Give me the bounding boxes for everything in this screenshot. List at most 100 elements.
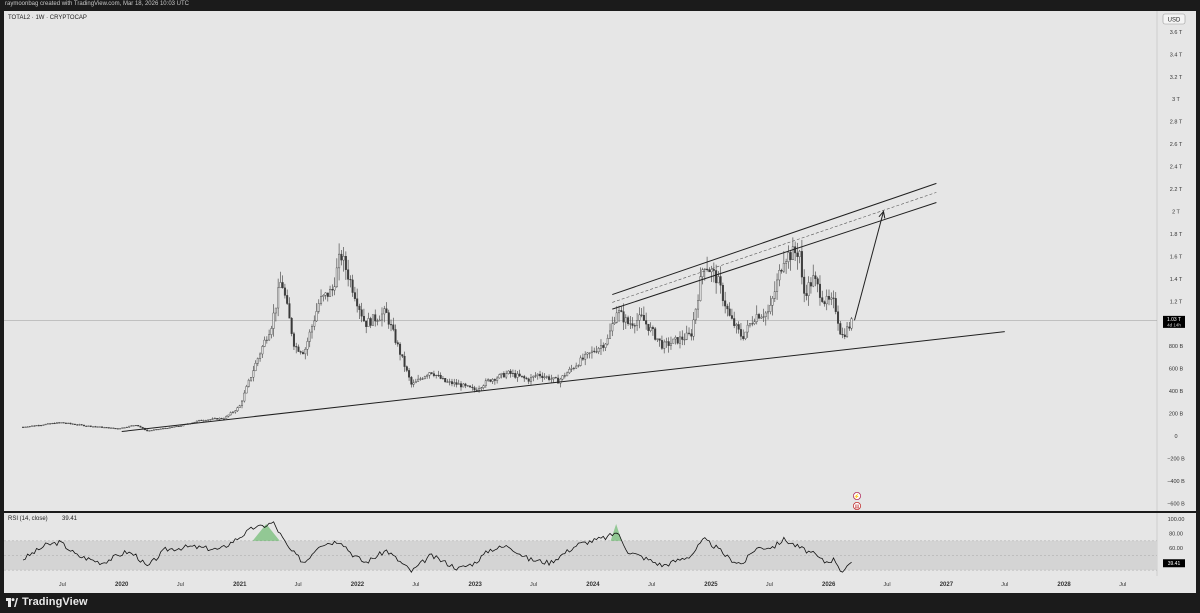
candle-body <box>394 329 397 343</box>
candle-body <box>453 382 456 385</box>
candle-body <box>256 358 259 364</box>
candle-body <box>818 283 821 298</box>
time-axis-background[interactable] <box>4 576 1196 593</box>
candle-body <box>742 336 745 339</box>
candle-body <box>150 430 153 432</box>
candle-body <box>134 425 137 427</box>
candle-body <box>254 363 257 371</box>
event-icon[interactable] <box>853 491 862 500</box>
candle-body <box>636 320 639 326</box>
currency-button[interactable]: USD <box>1162 13 1186 25</box>
candle-body <box>245 386 248 394</box>
price-axis-label: 400 B <box>1169 389 1184 395</box>
candle-body <box>647 323 650 331</box>
candle-body <box>85 425 88 427</box>
candle-body <box>559 378 562 384</box>
candle-body <box>764 312 767 317</box>
event-markers[interactable]: ⚡ ▤ <box>853 491 862 510</box>
candle-body <box>769 305 772 312</box>
candle-body <box>667 341 670 346</box>
candle-body <box>238 405 241 408</box>
candle-body <box>760 316 763 319</box>
candle-body <box>42 424 45 426</box>
candle-body <box>478 388 481 391</box>
candle-body <box>588 352 591 354</box>
candle-body <box>229 412 232 416</box>
candle-body <box>40 425 43 427</box>
candle-body <box>566 372 569 377</box>
candle-body <box>746 324 749 333</box>
candle-body <box>162 428 165 430</box>
candle-body <box>333 286 336 291</box>
candle-body <box>848 326 851 329</box>
candle-body <box>69 422 72 425</box>
time-axis-month-label: Jul <box>1001 582 1008 588</box>
candle-body <box>24 426 27 428</box>
candle-body <box>816 278 819 285</box>
candle-body <box>493 379 496 381</box>
candle-body <box>579 357 582 366</box>
price-axis-label: 2 T <box>1172 209 1180 215</box>
candle-body <box>563 375 566 377</box>
candle-body <box>225 416 228 419</box>
candle-body <box>274 307 277 314</box>
channel-boundary-line[interactable] <box>612 182 937 296</box>
drawings[interactable] <box>121 182 1005 433</box>
candle-body <box>26 426 29 428</box>
time-axis[interactable]: Jul 2020 Jul 2021 Jul 2022 Jul 2023 Jul 2024 Jul 20… <box>59 582 1126 588</box>
dividend-icon[interactable] <box>853 501 862 510</box>
price-axis-label: 2.2 T <box>1170 187 1183 193</box>
candle-body <box>414 381 417 384</box>
rsi-axis-label: 60.00 <box>1169 546 1183 552</box>
candle-body <box>286 295 289 304</box>
candle-body <box>850 318 853 329</box>
rsi-axis[interactable]: 100.00 80.00 60.00 39.41 <box>1163 517 1185 568</box>
candle-body <box>523 376 526 379</box>
candle-body <box>609 330 612 339</box>
candle-body <box>236 407 239 412</box>
candle-body <box>202 420 205 422</box>
dividend-icon-glyph: ▤ <box>855 504 860 510</box>
price-axis-label: 1.2 T <box>1170 299 1183 305</box>
channel-median-line[interactable] <box>612 192 937 303</box>
current-price-tag[interactable]: 1.03 T4d 14h <box>1163 315 1185 328</box>
candle-body <box>67 422 70 424</box>
candle-body <box>520 375 523 377</box>
candle-body <box>627 317 630 324</box>
candle-body <box>441 378 444 380</box>
time-axis-year-label: 2027 <box>940 582 954 588</box>
candle-body <box>778 270 781 281</box>
candle-body <box>509 370 512 374</box>
candle-body <box>392 324 395 330</box>
candle-body <box>676 337 679 344</box>
candle-body <box>595 351 598 353</box>
candle-body <box>265 339 268 341</box>
channel-boundary-line[interactable] <box>612 202 937 310</box>
projection-arrow-head[interactable] <box>878 210 886 219</box>
candle-body <box>692 319 695 337</box>
price-axis[interactable]: 3.6 T 3.4 T 3.2 T 3 T 2.8 T 2.6 T 2.4 T 2.2 T 2 … <box>1163 30 1185 508</box>
rsi-title: RSI (14, close) <box>8 516 48 522</box>
candle-body <box>776 279 779 292</box>
candle-body <box>744 331 747 339</box>
candle-body <box>658 338 661 341</box>
candle-body <box>645 320 648 325</box>
candle-body <box>554 377 557 379</box>
price-axis-label: 1.4 T <box>1170 277 1183 283</box>
rsi-axis-label: 100.00 <box>1168 517 1185 523</box>
projection-arrow[interactable] <box>853 211 884 321</box>
candle-body <box>324 292 327 296</box>
price-axis-label: 800 B <box>1169 344 1184 350</box>
candle-body <box>112 427 115 429</box>
candle-body <box>234 410 237 413</box>
candle-body <box>171 426 174 428</box>
candle-body <box>518 373 521 377</box>
candle-body <box>435 374 438 376</box>
candle-body <box>809 282 812 287</box>
rsi-band <box>4 540 1157 571</box>
support-trend-line[interactable] <box>121 331 1005 433</box>
tradingview-logo[interactable]: TradingView <box>6 596 88 608</box>
candle-body <box>527 378 530 382</box>
candle-body <box>155 429 158 431</box>
